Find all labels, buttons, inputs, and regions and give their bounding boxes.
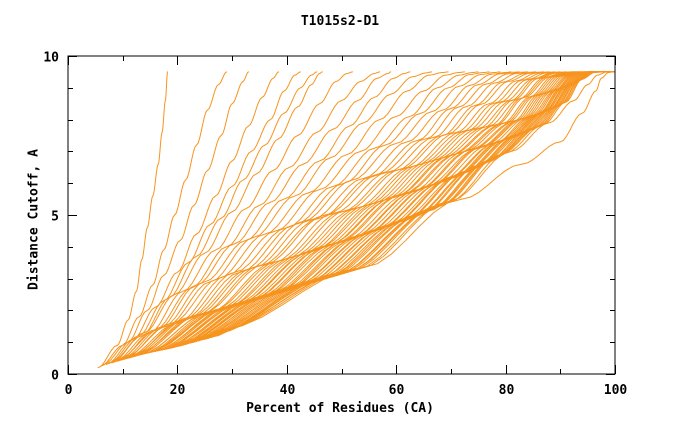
x-axis-title: Percent of Residues (CA)	[246, 401, 434, 416]
data-curve	[105, 71, 280, 365]
data-curve	[124, 71, 466, 359]
svg-text:60: 60	[389, 383, 405, 398]
data-curves	[97, 71, 616, 369]
data-curve	[100, 71, 228, 367]
data-curve	[122, 71, 449, 359]
data-curve	[116, 71, 392, 361]
data-curve	[138, 71, 537, 356]
data-curve	[135, 71, 528, 356]
data-curve	[114, 71, 353, 362]
data-curve	[122, 71, 433, 361]
svg-text:0: 0	[65, 383, 73, 398]
y-axis-ticks	[68, 55, 615, 376]
data-curve	[220, 71, 616, 330]
data-curve	[127, 71, 490, 358]
data-curve	[108, 71, 301, 364]
svg-text:40: 40	[280, 383, 296, 398]
svg-text:5: 5	[51, 210, 59, 225]
x-axis-tick-labels: 0 20 40 60 80 100	[65, 383, 628, 398]
data-curve	[130, 71, 501, 358]
x-axis-ticks	[67, 56, 617, 374]
y-axis-title: Distance Cutoff, A	[26, 149, 42, 290]
data-curve	[116, 71, 381, 362]
svg-text:0: 0	[51, 369, 59, 384]
svg-text:10: 10	[43, 51, 59, 66]
chart-title: T1015s2-D1	[300, 14, 380, 29]
svg-text:100: 100	[604, 383, 628, 398]
svg-text:80: 80	[499, 383, 515, 398]
svg-text:20: 20	[170, 383, 186, 398]
data-curve	[97, 71, 169, 369]
data-curve	[215, 71, 616, 332]
y-axis-tick-labels: 0 5 10	[43, 51, 59, 384]
data-curve	[111, 71, 323, 362]
data-curve	[133, 71, 520, 356]
data-curve	[111, 71, 318, 364]
data-curve	[103, 71, 250, 365]
data-curve	[127, 71, 479, 359]
data-curve	[133, 71, 512, 358]
data-curve	[119, 71, 411, 361]
